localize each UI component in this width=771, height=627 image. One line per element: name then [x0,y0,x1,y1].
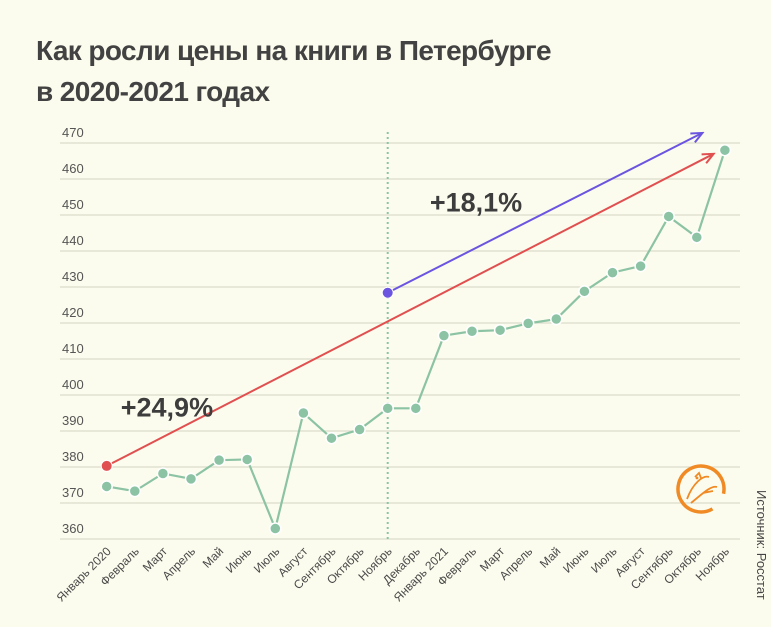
data-point [353,423,366,436]
x-tick-label: Май [537,544,564,571]
data-point [634,259,647,273]
trend-arrow-red [106,154,714,467]
data-point [128,484,142,498]
y-tick-label: 390 [62,413,84,428]
data-point [325,431,338,445]
annotation-label: +18,1% [430,187,522,217]
data-point [156,467,170,480]
y-tick-label: 470 [62,125,84,140]
data-point [690,231,704,244]
data-point [718,143,732,157]
y-tick-label: 450 [62,197,84,212]
data-point [437,329,451,342]
annotation-label: +24,9% [121,393,213,423]
series-line [100,143,732,535]
source-note: Источник: Росстат [754,490,769,600]
start-point-purple [381,286,394,299]
annotations: +24,9% +18,1% [100,133,714,472]
chart-title: Как росли цены на книги в Петербурге в 2… [36,30,552,112]
y-tick-label: 360 [62,521,84,536]
data-point [606,266,619,279]
y-tick-label: 430 [62,269,84,284]
data-point [550,312,563,326]
data-point [297,406,310,420]
y-tick-label: 420 [62,305,84,320]
x-tick-label: Июнь [560,544,591,575]
gridlines [60,142,740,540]
data-point [493,323,507,337]
data-point [240,453,254,466]
trend-arrow-purple [387,133,703,294]
data-point [100,480,113,493]
title-line-2: в 2020-2021 годах [36,76,270,107]
data-point [578,285,591,298]
start-point-red [100,459,113,472]
y-tick-label: 410 [62,341,84,356]
y-axis: 470 460 450 440 430 420 410 400 390 380 370 360 [62,125,84,536]
data-point [184,472,198,486]
y-tick-label: 370 [62,485,84,500]
title-line-1: Как росли цены на книги в Петербурге [36,35,552,66]
y-tick-label: 440 [62,233,84,248]
data-point [662,210,675,223]
data-point [521,317,535,330]
data-point [381,402,394,415]
data-point [212,453,226,467]
data-point [409,402,423,415]
y-tick-label: 400 [62,377,84,392]
data-point [269,522,282,535]
data-point [465,325,479,338]
x-tick-label: Май [200,544,227,571]
y-tick-label: 380 [62,449,84,464]
price-line [106,149,726,533]
x-tick-label: Июнь [223,544,254,575]
y-tick-label: 460 [62,161,84,176]
